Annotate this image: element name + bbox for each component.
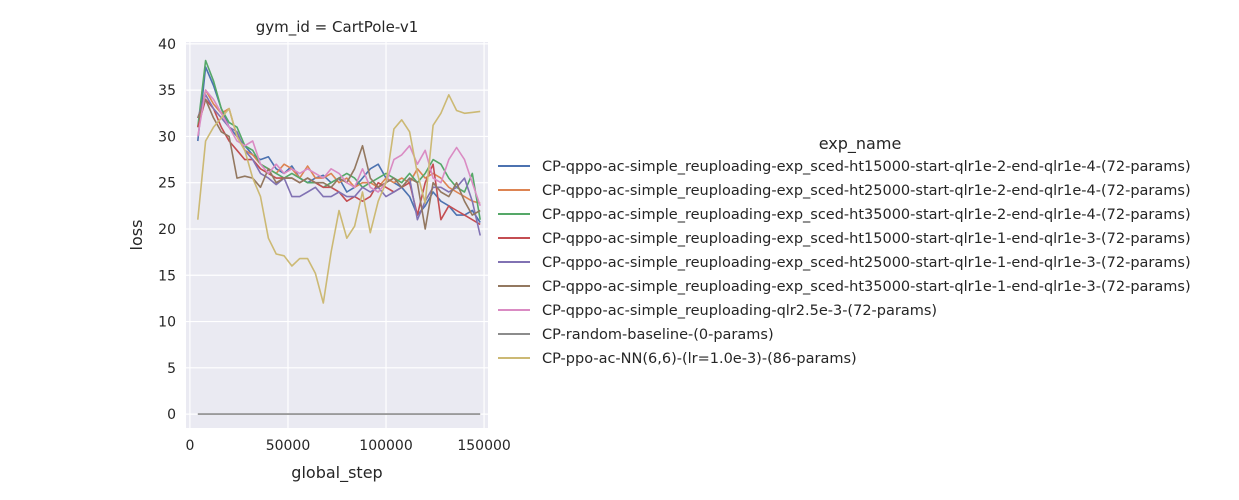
x-tick-label: 50000	[266, 438, 311, 454]
y-tick-label: 10	[158, 315, 176, 331]
y-tick-label: 30	[158, 129, 176, 145]
x-tick-label: 100000	[359, 438, 412, 454]
legend-entry: CP-qppo-ac-simple_reuploading-exp_sced-h…	[542, 159, 1191, 175]
y-tick-label: 35	[158, 83, 176, 99]
y-axis-ticks: 0 5 10 15 20 25 30 35 40	[158, 37, 176, 423]
y-tick-label: 25	[158, 176, 176, 192]
x-axis-ticks: 0 50000 100000 150000	[185, 438, 510, 454]
legend-title: exp_name	[819, 134, 902, 154]
y-tick-label: 5	[167, 361, 176, 377]
legend-entry: CP-qppo-ac-simple_reuploading-exp_sced-h…	[542, 207, 1191, 223]
series-line-6	[197, 98, 481, 230]
series-layer	[197, 59, 481, 415]
y-axis-label: loss	[127, 220, 146, 251]
legend-entry: CP-qppo-ac-simple_reuploading-exp_sced-h…	[542, 279, 1191, 295]
legend-entry: CP-qppo-ac-simple_reuploading-exp_sced-h…	[542, 183, 1191, 199]
plot-background	[186, 42, 488, 428]
chart-title: gym_id = CartPole-v1	[256, 18, 419, 37]
legend-entry: CP-qppo-ac-simple_reuploading-exp_sced-h…	[542, 255, 1191, 271]
legend-entry: CP-qppo-ac-simple_reuploading-qlr2.5e-3-…	[542, 303, 937, 319]
legend: exp_name CP-qppo-ac-simple_reuploading-e…	[498, 134, 1191, 367]
series-line-7	[197, 89, 481, 207]
x-tick-label: 0	[185, 438, 194, 454]
y-tick-label: 40	[158, 37, 176, 53]
legend-entry: CP-random-baseline-(0-params)	[542, 327, 774, 343]
y-tick-label: 20	[158, 222, 176, 238]
y-tick-label: 15	[158, 268, 176, 284]
y-tick-label: 0	[167, 407, 176, 423]
x-tick-label: 150000	[457, 438, 510, 454]
legend-entry: CP-ppo-ac-NN(6,6)-(lr=1.0e-3)-(86-params…	[542, 351, 857, 367]
legend-entry: CP-qppo-ac-simple_reuploading-exp_sced-h…	[542, 231, 1191, 247]
x-axis-label: global_step	[291, 463, 382, 483]
series-line-9	[197, 94, 481, 304]
